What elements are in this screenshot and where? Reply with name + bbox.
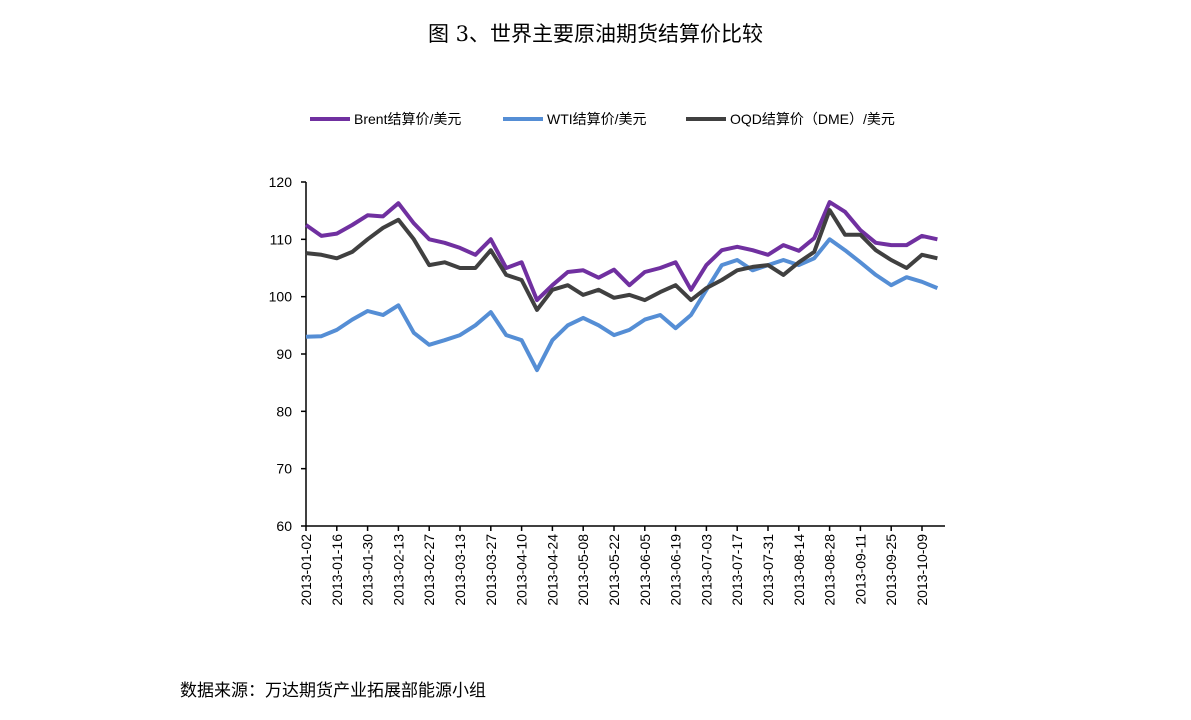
x-tick-label: 2013-05-22 xyxy=(606,534,622,606)
series-line-1 xyxy=(305,237,939,373)
y-tick-label: 70 xyxy=(276,461,292,477)
x-tick-label: 2013-04-10 xyxy=(514,534,530,606)
x-tick-label: 2013-03-27 xyxy=(483,534,499,606)
x-tick-label: 2013-10-09 xyxy=(914,534,930,606)
legend-label-0: Brent结算价/美元 xyxy=(354,111,461,127)
x-tick-label: 2013-09-25 xyxy=(883,534,899,606)
y-tick-label: 60 xyxy=(276,518,292,534)
legend-label-2: OQD结算价（DME）/美元 xyxy=(730,111,895,127)
x-tick-label: 2013-04-24 xyxy=(544,534,560,606)
x-tick-label: 2013-01-02 xyxy=(298,534,314,606)
x-tick-label: 2013-08-14 xyxy=(791,534,807,606)
chart-title: 图 3、世界主要原油期货结算价比较 xyxy=(427,22,764,46)
x-tick-label: 2013-08-28 xyxy=(822,534,838,606)
y-tick-label: 80 xyxy=(276,403,292,419)
y-tick-label: 100 xyxy=(269,289,293,305)
legend-label-1: WTI结算价/美元 xyxy=(547,111,647,127)
x-tick-label: 2013-07-31 xyxy=(760,534,776,606)
source-note: 数据来源：万达期货产业拓展部能源小组 xyxy=(180,681,486,701)
x-tick-label: 2013-06-19 xyxy=(668,534,684,606)
x-tick-label: 2013-05-08 xyxy=(575,534,591,606)
y-tick-label: 110 xyxy=(270,231,293,247)
x-tick-label: 2013-01-16 xyxy=(329,534,345,606)
x-tick-label: 2013-01-30 xyxy=(360,534,376,606)
x-tick-label: 2013-02-27 xyxy=(421,534,437,606)
x-tick-label: 2013-03-13 xyxy=(452,534,468,606)
x-tick-label: 2013-06-05 xyxy=(637,534,653,606)
x-tick-label: 2013-07-17 xyxy=(729,534,745,606)
series-line-2 xyxy=(305,208,938,312)
y-tick-label: 90 xyxy=(276,346,292,362)
x-tick-label: 2013-09-11 xyxy=(852,534,868,605)
y-tick-label: 120 xyxy=(269,174,293,190)
series-line-0 xyxy=(304,200,938,303)
x-tick-label: 2013-02-13 xyxy=(390,534,406,606)
x-tick-label: 2013-07-03 xyxy=(698,534,714,606)
